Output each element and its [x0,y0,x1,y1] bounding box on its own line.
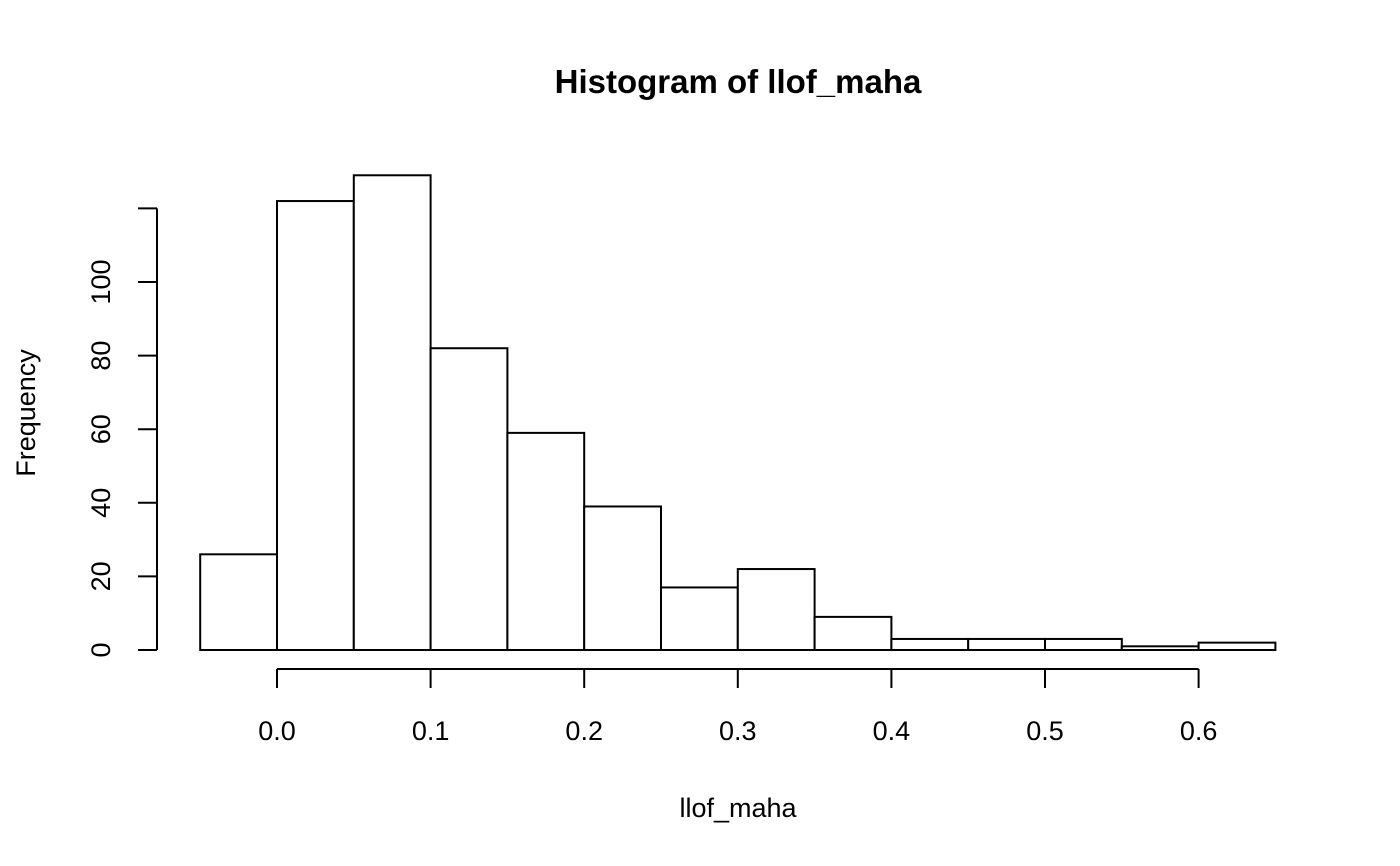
y-tick-label: 20 [86,561,116,591]
histogram-bar [1197,641,1277,652]
x-tick-label: 0.6 [1180,716,1218,746]
x-axis: 0.0 0.1 0.2 0.3 0.4 0.5 0.6 [258,668,1218,746]
y-tick-label: 40 [86,488,116,518]
histogram-bar [660,586,739,652]
histogram-bar [1044,637,1123,652]
histogram-bar [1120,645,1200,652]
y-tick-label: 0 [86,642,116,657]
x-tick-label: 0.0 [258,716,296,746]
histogram-bar [967,637,1047,652]
histogram-bar [429,347,509,651]
histogram-bar [199,553,278,652]
histogram-bar [890,637,970,652]
chart-title: Histogram of llof_maha [555,63,922,100]
x-tick-label: 0.5 [1026,716,1064,746]
x-tick-label: 0.2 [565,716,603,746]
histogram-bar [736,568,816,651]
x-tick-label: 0.4 [873,716,911,746]
y-tick-label: 100 [86,259,116,304]
bars-group [199,174,1277,652]
x-tick-label: 0.3 [719,716,757,746]
x-axis-label: llof_maha [679,793,797,823]
histogram-bar [813,615,893,652]
x-tick-label: 0.1 [412,716,450,746]
y-tick-label: 60 [86,414,116,444]
histogram-bar [506,431,586,651]
histogram-bar [352,174,432,651]
y-tick-label: 80 [86,341,116,371]
histogram-bar [583,505,663,652]
histogram-bar [276,200,355,651]
y-axis-label: Frequency [11,349,41,477]
y-axis: 0 20 40 60 80 100 [86,207,158,658]
